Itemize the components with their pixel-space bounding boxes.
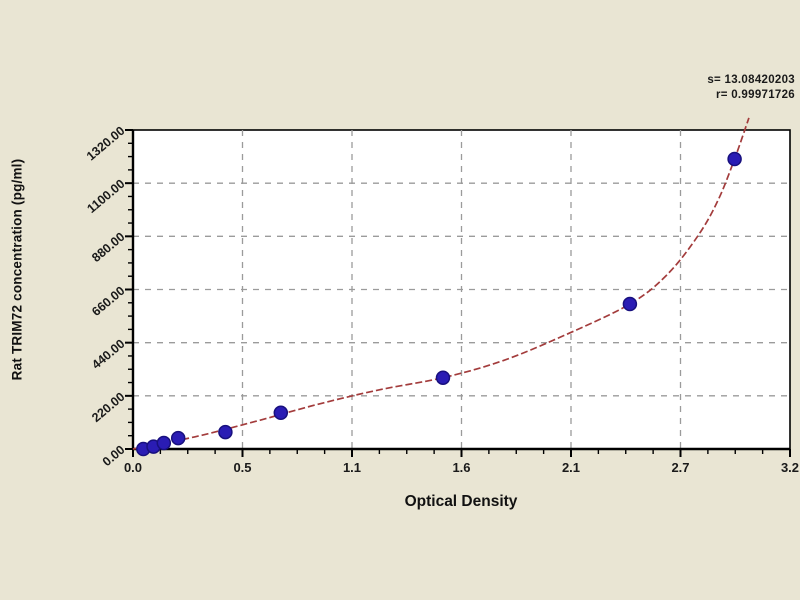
x-tick-label: 3.2 [780,460,800,475]
x-tick-label: 1.6 [452,460,471,475]
stats-r-value: r= 0.99971726 [715,89,795,101]
data-point [435,370,451,385]
x-tick-label: 0.0 [123,460,143,475]
data-point [156,435,172,451]
x-tick-label: 0.5 [233,460,252,475]
fit-statistics: s= 13.08420203 r= 0.99971726 [707,73,795,103]
data-point [273,405,289,421]
x-tick-label: 2.1 [561,460,581,475]
data-point [727,151,742,167]
data-point [622,296,638,312]
data-point [170,430,186,446]
fitted-curve [132,117,750,450]
x-tick-label: 2.7 [671,460,690,475]
data-point [218,424,233,440]
stats-s-value: s= 13.08420203 [707,74,795,86]
x-tick-label: 1.1 [342,460,362,475]
x-axis-title: Optical Density [404,493,518,510]
